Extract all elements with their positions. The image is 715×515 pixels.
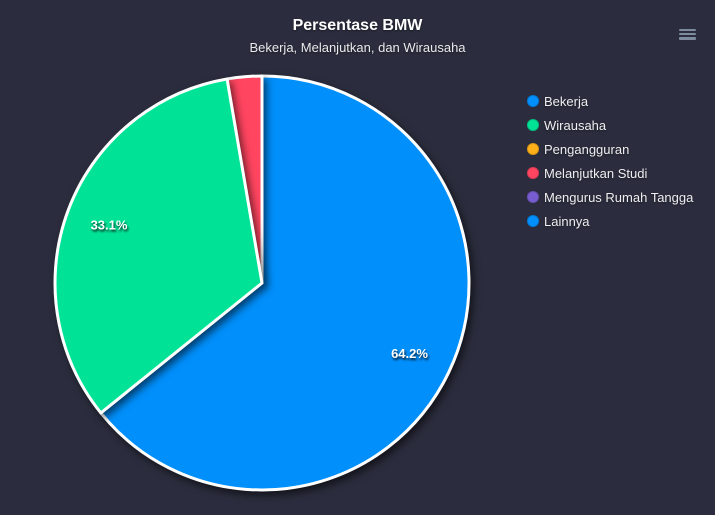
- menu-bar: [678, 32, 696, 36]
- menu-bar: [678, 28, 696, 32]
- hamburger-menu-icon: [678, 28, 696, 40]
- legend-marker-mengurus-rumah-tangga: [527, 191, 539, 203]
- legend-label: Melanjutkan Studi: [544, 165, 648, 181]
- chart-title: Persentase BMW: [292, 17, 423, 34]
- legend: Bekerja Wirausaha Pengangguran Melanjutkan …: [527, 89, 693, 233]
- legend-item-wirausaha[interactable]: Wirausaha: [527, 113, 693, 137]
- legend-item-melanjutkan-studi[interactable]: Melanjutkan Studi: [527, 161, 693, 185]
- chart-context-menu-button[interactable]: [674, 24, 700, 44]
- legend-marker-melanjutkan-studi: [527, 167, 539, 179]
- legend-label: Bekerja: [544, 93, 589, 109]
- pie-slice-bekerja[interactable]: [99, 74, 471, 492]
- legend-marker-bekerja: [527, 95, 539, 107]
- menu-bar: [678, 36, 696, 40]
- legend-item-lainnya[interactable]: Lainnya: [527, 209, 693, 233]
- legend-label: Lainnya: [544, 213, 590, 229]
- legend-label: Wirausaha: [544, 117, 607, 133]
- legend-item-mengurus-rumah-tangga[interactable]: Mengurus Rumah Tangga: [527, 185, 693, 209]
- legend-marker-wirausaha: [527, 119, 539, 131]
- chart-subtitle: Bekerja, Melanjutkan, dan Wirausaha: [249, 40, 466, 55]
- legend-marker-lainnya: [527, 215, 539, 227]
- legend-marker-pengangguran: [527, 143, 539, 155]
- pie-slice-wirausaha[interactable]: [53, 77, 264, 415]
- legend-label: Pengangguran: [544, 141, 630, 157]
- legend-item-bekerja[interactable]: Bekerja: [527, 89, 693, 113]
- legend-item-pengangguran[interactable]: Pengangguran: [527, 137, 693, 161]
- legend-label: Mengurus Rumah Tangga: [544, 189, 694, 205]
